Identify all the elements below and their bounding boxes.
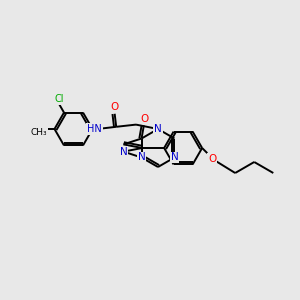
Text: N: N: [138, 152, 146, 163]
Text: O: O: [140, 113, 149, 124]
Text: Cl: Cl: [55, 94, 64, 104]
Text: N: N: [171, 152, 178, 163]
Text: N: N: [120, 147, 128, 157]
Text: CH₃: CH₃: [30, 128, 47, 137]
Text: HN: HN: [87, 124, 102, 134]
Text: O: O: [208, 154, 216, 164]
Text: N: N: [154, 124, 162, 134]
Text: O: O: [110, 102, 118, 112]
